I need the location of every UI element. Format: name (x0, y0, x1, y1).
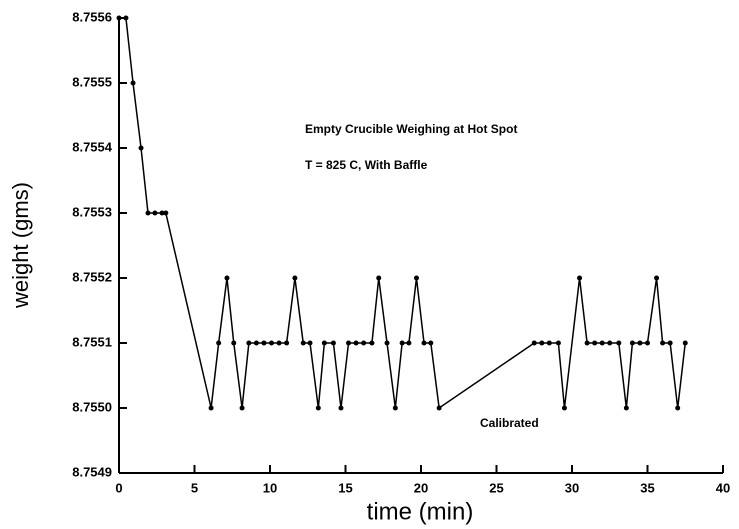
data-point (623, 405, 629, 411)
data-point (629, 340, 635, 346)
data-point (152, 210, 158, 216)
y-axis-label: weight (gms) (8, 182, 33, 309)
data-line (119, 17, 686, 410)
x-tick-label: 35 (640, 480, 654, 495)
data-point (300, 340, 306, 346)
data-point (539, 340, 545, 346)
data-point (145, 210, 151, 216)
data-point (321, 340, 327, 346)
data-point (546, 340, 552, 346)
data-point (406, 340, 412, 346)
x-tick-label: 5 (191, 480, 198, 495)
data-point (376, 275, 382, 281)
data-point (555, 340, 561, 346)
data-point (637, 340, 643, 346)
data-point (269, 340, 275, 346)
data-point (682, 340, 688, 346)
data-point (577, 275, 583, 281)
data-point (607, 340, 613, 346)
data-point (346, 340, 352, 346)
data-point (208, 405, 214, 411)
data-point (239, 405, 245, 411)
data-point (138, 145, 144, 151)
data-point (163, 210, 169, 216)
x-tick-label: 15 (338, 480, 352, 495)
data-point (384, 340, 390, 346)
data-point (231, 340, 237, 346)
x-axis-label: time (min) (367, 498, 474, 525)
data-point (159, 210, 165, 216)
data-point (436, 405, 442, 411)
data-point (592, 340, 598, 346)
data-point (216, 340, 222, 346)
data-point (338, 405, 344, 411)
y-tick-label: 8.7552 (72, 269, 112, 284)
data-point (369, 340, 375, 346)
x-tick-label: 25 (489, 480, 503, 495)
x-tick-label: 40 (716, 480, 730, 495)
data-point (253, 340, 259, 346)
data-point (531, 340, 537, 346)
data-point (667, 340, 673, 346)
data-point (353, 340, 359, 346)
y-tick-label: 8.7555 (72, 74, 112, 89)
data-point (421, 340, 427, 346)
data-point (292, 275, 298, 281)
x-tick-label: 10 (263, 480, 277, 495)
data-point (284, 340, 290, 346)
x-tick-label: 30 (565, 480, 579, 495)
x-tick-label: 20 (414, 480, 428, 495)
y-tick-label: 8.7550 (72, 399, 112, 414)
data-point (130, 80, 136, 86)
data-point (116, 15, 122, 21)
data-point (584, 340, 590, 346)
y-tick-label: 8.7553 (72, 204, 112, 219)
data-point (123, 15, 129, 21)
x-tick-label: 0 (115, 480, 122, 495)
y-tick-label: 8.7549 (72, 464, 112, 479)
data-point (361, 340, 367, 346)
data-point (599, 340, 605, 346)
data-point (660, 340, 666, 346)
data-point (413, 275, 419, 281)
data-point (261, 340, 267, 346)
data-point (224, 275, 230, 281)
data-point (392, 405, 398, 411)
data-point (330, 340, 336, 346)
data-point (399, 340, 405, 346)
y-tick-label: 8.7556 (72, 9, 112, 24)
data-point (428, 340, 434, 346)
data-point (645, 340, 650, 346)
data-point (616, 340, 622, 346)
annotation: Empty Crucible Weighing at Hot Spot (305, 122, 517, 136)
data-point (561, 405, 567, 411)
data-point (654, 275, 660, 281)
data-point (276, 340, 282, 346)
annotation: Calibrated (480, 416, 539, 430)
data-point (246, 340, 252, 346)
data-point (307, 340, 313, 346)
y-tick-label: 8.7554 (72, 139, 113, 154)
y-tick-label: 8.7551 (72, 334, 112, 349)
annotation: T = 825 C, With Baffle (305, 158, 428, 172)
data-point (315, 405, 321, 411)
data-point (675, 405, 681, 411)
